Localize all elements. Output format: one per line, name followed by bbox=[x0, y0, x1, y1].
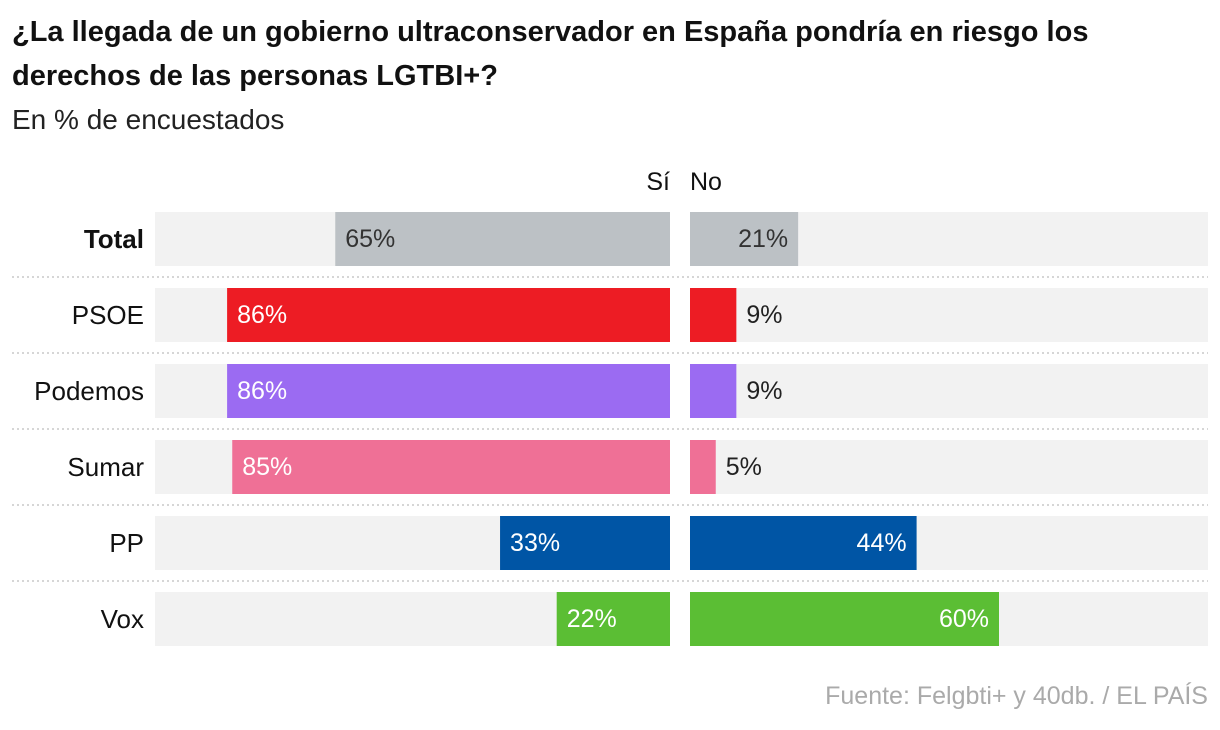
bar-si bbox=[227, 364, 670, 418]
legend-no: No bbox=[690, 168, 722, 196]
value-label-no: 9% bbox=[746, 377, 782, 405]
track-no bbox=[690, 440, 1208, 494]
bar-no bbox=[690, 288, 736, 342]
bar-no bbox=[690, 364, 736, 418]
value-label-si: 65% bbox=[345, 225, 395, 253]
value-label-no: 5% bbox=[726, 453, 762, 481]
value-label-no: 60% bbox=[939, 605, 989, 633]
value-label-si: 33% bbox=[510, 529, 560, 557]
category-label: Vox bbox=[101, 604, 144, 634]
bar-no bbox=[690, 440, 716, 494]
category-label: PSOE bbox=[72, 300, 144, 330]
bar-chart: Sí No Total 65% 21% PSOE 86% 9% Podemos 86% 9% Suma… bbox=[0, 0, 1220, 730]
category-label: Sumar bbox=[67, 452, 144, 482]
category-label: PP bbox=[109, 528, 144, 558]
value-label-si: 22% bbox=[567, 605, 617, 633]
category-label: Podemos bbox=[34, 376, 144, 406]
bar-si bbox=[227, 288, 670, 342]
legend-si: Sí bbox=[646, 168, 670, 196]
value-label-no: 44% bbox=[857, 529, 907, 557]
value-label-si: 86% bbox=[237, 301, 287, 329]
category-label: Total bbox=[84, 224, 144, 254]
bar-si bbox=[232, 440, 670, 494]
value-label-si: 86% bbox=[237, 377, 287, 405]
source-note: Fuente: Felgbti+ y 40db. / EL PAÍS bbox=[825, 682, 1208, 711]
value-label-no: 9% bbox=[746, 301, 782, 329]
value-label-si: 85% bbox=[242, 453, 292, 481]
value-label-no: 21% bbox=[738, 225, 788, 253]
